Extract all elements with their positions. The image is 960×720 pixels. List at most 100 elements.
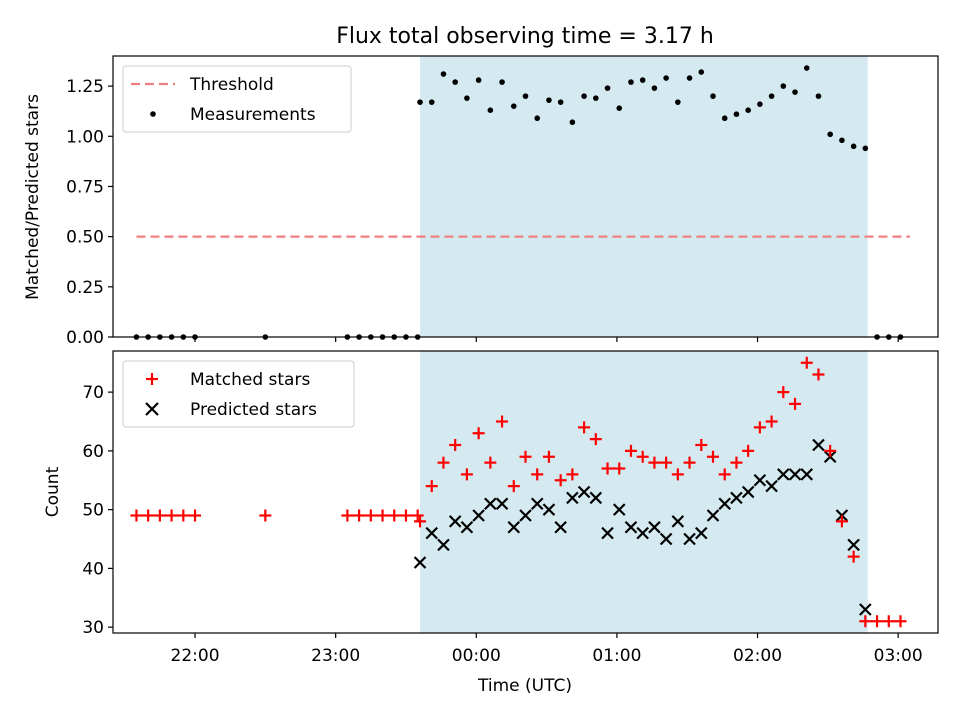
measurement-point: [475, 77, 482, 83]
predicted-star-point: [777, 468, 790, 481]
measurement-point: [522, 93, 529, 99]
matched-star-point: [730, 456, 743, 469]
matched-star-point: [789, 397, 802, 410]
measurement-point: [604, 85, 611, 91]
matched-star-point: [189, 509, 202, 522]
matched-stars-legend-swatch: [146, 373, 158, 385]
predicted-star-point: [448, 515, 462, 528]
predicted-star-point: [413, 556, 427, 569]
top-y-tick-label: 0.00: [66, 328, 104, 348]
top-plot-frame: [112, 55, 939, 338]
matched-star-point: [376, 509, 389, 522]
top-y-axis: 0.00 0.25 0.50 0.75 1.00 1.25: [66, 77, 113, 348]
matched-star-point: [648, 456, 661, 469]
measurement-point: [487, 107, 494, 113]
bottom-y-tick-label: 30: [82, 618, 104, 638]
matched-star-point: [507, 480, 520, 493]
matched-stars-series: [130, 356, 907, 628]
top-y-axis-label: Matched/Predicted stars: [23, 94, 43, 300]
bottom-legend-box: [122, 360, 355, 428]
measurements-legend-swatch: [150, 111, 156, 117]
bottom-legend: Matched stars Predicted stars: [122, 360, 355, 428]
top-shaded-span: [420, 56, 868, 337]
bottom-panel: 30 40 50 60 70 22:00 23:00 00:00 01:00 02:00 03:0…: [43, 350, 939, 696]
matched-star-point: [177, 509, 190, 522]
matched-star-point: [847, 550, 860, 563]
measurement-point: [815, 93, 822, 99]
matched-star-point: [259, 509, 272, 522]
matched-star-point: [142, 509, 155, 522]
matched-star-point: [341, 509, 354, 522]
matched-star-point: [777, 386, 790, 399]
matched-star-point: [388, 509, 401, 522]
bottom-y-axis: 30 40 50 60 70: [82, 383, 113, 638]
predicted-star-point: [683, 532, 696, 546]
measurement-point: [850, 143, 857, 150]
matched-star-point: [130, 509, 143, 522]
predicted-star-point: [577, 485, 591, 499]
matched-star-point: [718, 468, 731, 481]
matched-star-point: [636, 450, 649, 463]
measurement-point: [721, 115, 728, 122]
measurement-point: [792, 89, 798, 95]
measurement-point: [698, 69, 705, 75]
predicted-star-point: [484, 497, 497, 511]
predicted-star-point: [812, 438, 825, 452]
top-x-tick-marks: [194, 337, 899, 342]
measurement-point: [616, 105, 623, 111]
measurement-point: [569, 119, 576, 126]
measurement-point: [710, 93, 716, 99]
matched-star-point: [871, 615, 884, 628]
matched-star-point: [765, 415, 778, 428]
top-y-tick-label: 1.00: [66, 127, 104, 147]
matched-star-point: [812, 368, 825, 381]
measurement-point: [745, 107, 751, 113]
matched-star-point: [165, 509, 178, 522]
top-panel: 0.00 0.25 0.50 0.75 1.00 1.25 Matched/Predict…: [23, 55, 939, 348]
top-legend: Threshold Measurements: [122, 65, 352, 133]
matched-star-point: [578, 421, 591, 434]
bottom-x-axis: 22:00 23:00 00:00 01:00 02:00 03:00: [171, 633, 923, 666]
bottom-y-axis-label: Count: [43, 466, 63, 517]
matched-star-point: [449, 439, 462, 451]
matched-star-point: [437, 456, 450, 469]
measurement-point: [780, 83, 787, 89]
predicted-star-point: [554, 520, 567, 534]
matched-stars-legend-label: Matched stars: [190, 370, 310, 390]
bottom-y-tick-label: 40: [82, 559, 104, 579]
matched-star-point: [531, 468, 544, 481]
matched-star-point: [472, 427, 485, 440]
bottom-shaded-span: [420, 351, 868, 633]
predicted-star-point: [706, 509, 720, 522]
matched-star-point: [882, 615, 895, 628]
measurement-point: [651, 85, 658, 91]
measurement-point: [428, 99, 435, 105]
matched-star-point: [399, 509, 412, 522]
measurement-point: [803, 65, 810, 71]
matched-star-point: [460, 468, 473, 481]
predicted-star-point: [695, 526, 708, 540]
predicted-stars-legend-label: Predicted stars: [190, 400, 317, 420]
matched-star-point: [800, 356, 813, 369]
measurement-point: [663, 75, 669, 81]
bottom-y-tick-label: 50: [82, 501, 104, 521]
matched-star-point: [742, 444, 755, 457]
predicted-star-point: [460, 520, 474, 534]
predicted-star-point: [542, 503, 556, 516]
chart-title: Flux total observing time = 3.17 h: [336, 24, 714, 49]
predicted-stars-series: [413, 438, 872, 616]
measurement-point: [768, 93, 775, 99]
matched-star-point: [753, 421, 766, 434]
bottom-y-tick-label: 70: [82, 383, 104, 403]
predicted-star-point: [530, 497, 544, 511]
matched-star-point: [519, 450, 532, 463]
predicted-star-point: [718, 497, 731, 511]
measurement-point: [417, 99, 423, 105]
predicted-star-point: [636, 526, 649, 540]
measurement-point: [557, 99, 564, 105]
matched-star-point: [671, 468, 684, 481]
predicted-star-point: [519, 509, 532, 522]
predicted-star-point: [624, 520, 638, 534]
predicted-star-point: [437, 538, 450, 552]
